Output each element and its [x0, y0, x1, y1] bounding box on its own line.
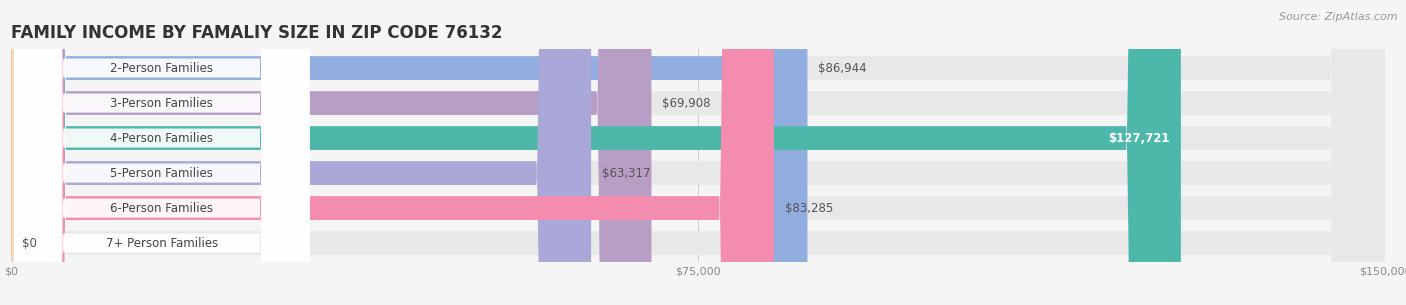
Text: 2-Person Families: 2-Person Families — [110, 62, 214, 74]
FancyBboxPatch shape — [14, 0, 309, 305]
FancyBboxPatch shape — [14, 0, 309, 305]
Text: $69,908: $69,908 — [662, 97, 711, 109]
Text: $0: $0 — [22, 237, 37, 249]
FancyBboxPatch shape — [11, 0, 773, 305]
Text: $83,285: $83,285 — [785, 202, 834, 214]
FancyBboxPatch shape — [11, 0, 1385, 305]
FancyBboxPatch shape — [11, 0, 1385, 305]
Text: $86,944: $86,944 — [818, 62, 868, 74]
FancyBboxPatch shape — [11, 0, 1385, 305]
Text: $127,721: $127,721 — [1108, 131, 1170, 145]
Text: FAMILY INCOME BY FAMALIY SIZE IN ZIP CODE 76132: FAMILY INCOME BY FAMALIY SIZE IN ZIP COD… — [11, 24, 503, 42]
Text: $63,317: $63,317 — [602, 167, 651, 180]
Text: 7+ Person Families: 7+ Person Families — [105, 237, 218, 249]
FancyBboxPatch shape — [14, 0, 309, 305]
Text: Source: ZipAtlas.com: Source: ZipAtlas.com — [1279, 12, 1398, 22]
FancyBboxPatch shape — [11, 0, 1385, 305]
FancyBboxPatch shape — [14, 0, 309, 305]
FancyBboxPatch shape — [11, 0, 1385, 305]
FancyBboxPatch shape — [11, 0, 807, 305]
Text: 6-Person Families: 6-Person Families — [110, 202, 214, 214]
Text: 4-Person Families: 4-Person Families — [110, 131, 214, 145]
Text: 5-Person Families: 5-Person Families — [110, 167, 214, 180]
FancyBboxPatch shape — [14, 0, 309, 305]
FancyBboxPatch shape — [11, 0, 1181, 305]
FancyBboxPatch shape — [11, 0, 1385, 305]
Text: 3-Person Families: 3-Person Families — [110, 97, 214, 109]
FancyBboxPatch shape — [11, 0, 28, 305]
FancyBboxPatch shape — [11, 0, 651, 305]
FancyBboxPatch shape — [11, 0, 591, 305]
FancyBboxPatch shape — [14, 0, 309, 305]
